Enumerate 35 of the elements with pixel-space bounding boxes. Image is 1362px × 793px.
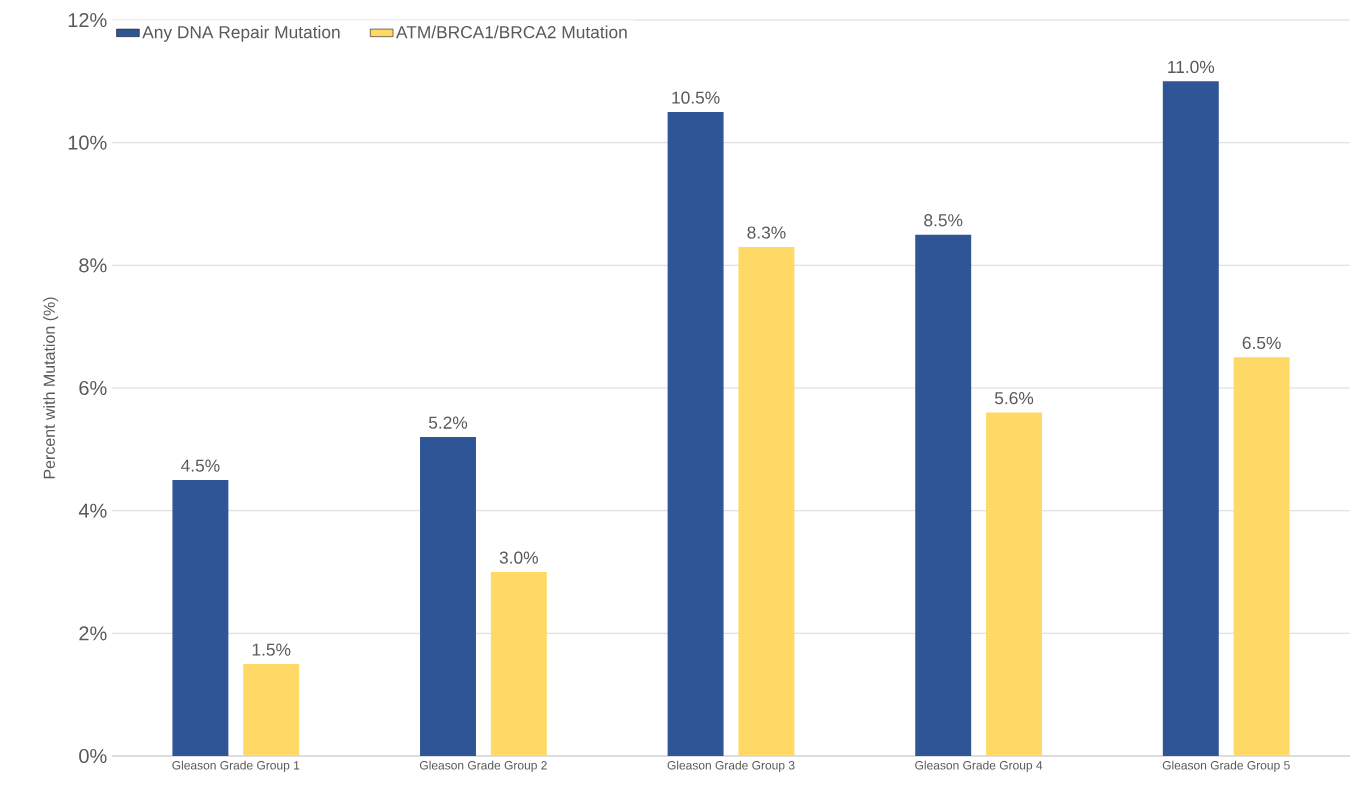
y-tick-label: 2% [79, 626, 107, 641]
data-label: 5.2% [428, 416, 468, 429]
x-tick-label: Gleason Grade Group 4 [915, 760, 1043, 772]
legend-label: ATM/BRCA1/BRCA2 Mutation [396, 25, 627, 39]
y-tick-label: 8% [79, 258, 107, 273]
data-label: 10.5% [672, 91, 720, 104]
data-label: 8.5% [924, 214, 963, 227]
bar [915, 234, 972, 756]
y-tick-label: 6% [79, 380, 107, 396]
x-tick-label: Gleason Grade Group 1 [172, 760, 300, 772]
bar [243, 664, 300, 756]
bar [738, 246, 795, 756]
bar [667, 112, 724, 756]
data-label: 5.6% [994, 391, 1034, 405]
x-tick-label: Gleason Grade Group 3 [667, 760, 795, 772]
data-label: 3.0% [499, 551, 538, 564]
bar [986, 412, 1042, 756]
y-tick-label: 10% [68, 135, 107, 150]
data-label: 11.0% [1168, 60, 1215, 74]
bar [490, 572, 547, 756]
data-label: 4.5% [181, 459, 220, 472]
bar [1233, 357, 1290, 756]
data-label: 1.5% [252, 643, 291, 656]
legend-label: Any DNA Repair Mutation [142, 25, 340, 42]
y-tick-label: 0% [79, 748, 107, 764]
data-label: 6.5% [1242, 336, 1281, 350]
x-tick-label: Gleason Grade Group 5 [1162, 760, 1290, 772]
bar [1162, 81, 1219, 756]
y-tick-label: 4% [78, 503, 107, 518]
y-axis-title: Percent with Mutation (%) [43, 297, 59, 479]
bar [420, 437, 476, 756]
y-tick-label: 12% [68, 12, 107, 28]
bar [172, 480, 229, 756]
data-label: 8.3% [747, 226, 786, 239]
x-tick-label: Gleason Grade Group 2 [419, 760, 547, 772]
